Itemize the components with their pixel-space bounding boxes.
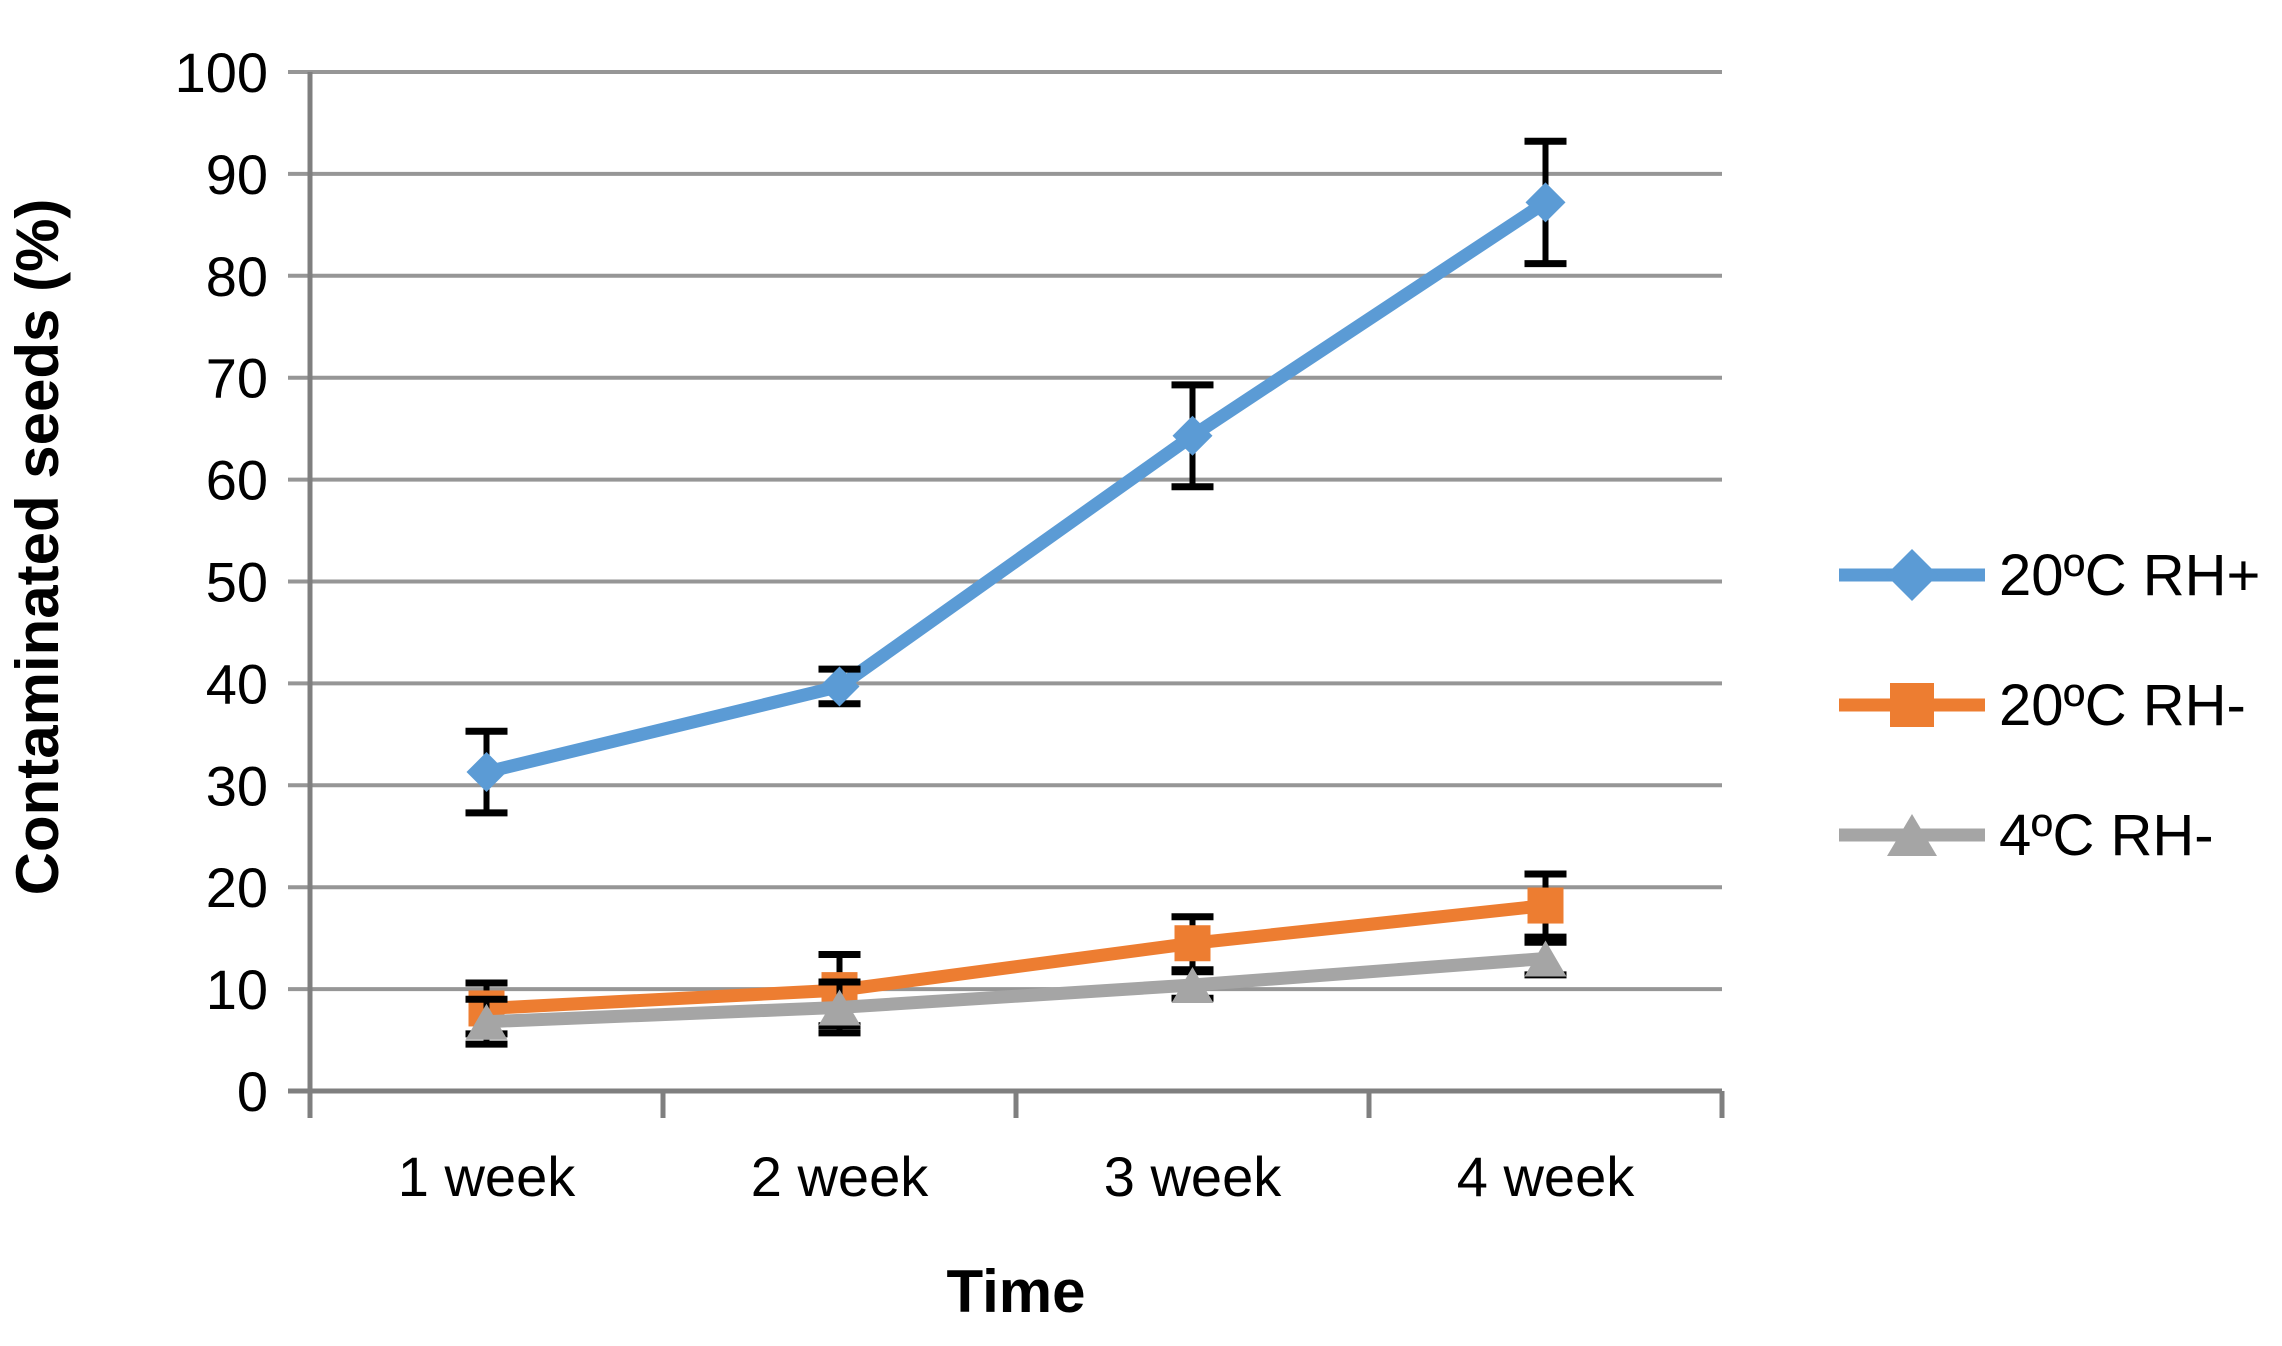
y-tick-label: 10 xyxy=(206,958,268,1021)
triangle-marker xyxy=(1524,940,1567,977)
diamond-marker xyxy=(466,752,507,793)
y-tick-label: 90 xyxy=(206,143,268,206)
triangle-marker xyxy=(818,989,861,1026)
legend-label: 4ºC RH- xyxy=(1999,802,2214,868)
series-line xyxy=(484,197,1550,779)
legend-label: 20ºC RH+ xyxy=(1999,542,2261,608)
y-tick-label: 50 xyxy=(206,551,268,614)
diamond-marker xyxy=(1886,549,1938,601)
y-tick-label: 60 xyxy=(206,449,268,512)
triangle-marker xyxy=(1171,967,1214,1004)
gridlines xyxy=(288,70,1722,992)
x-tick-label: 2 week xyxy=(751,1145,929,1208)
legend-swatch xyxy=(1839,549,1985,601)
series-line xyxy=(486,952,1546,1029)
legend: 20ºC RH+ 20ºC RH- 4ºC RH- xyxy=(1837,510,2260,900)
x-axis-title: Time xyxy=(947,1258,1086,1325)
triangle-marker xyxy=(465,1003,508,1040)
tick-labels: 0 10 20 30 40 50 60 70 80 90 100 1 week 2 week 3 week… xyxy=(175,41,1636,1208)
legend-item: 4ºC RH- xyxy=(1837,770,2260,900)
x-tick-label: 1 week xyxy=(398,1145,576,1208)
series-line xyxy=(486,899,1547,1015)
legend-swatch xyxy=(1839,814,1985,856)
x-tick-label: 3 week xyxy=(1104,1145,1282,1208)
legend-label: 20ºC RH- xyxy=(1999,672,2246,738)
diamond-marker xyxy=(1525,182,1566,223)
square-marker xyxy=(1890,683,1934,727)
legend-swatch xyxy=(1839,683,1985,727)
axes xyxy=(288,72,1725,1118)
series-triangle xyxy=(465,938,1567,1048)
y-tick-label: 40 xyxy=(206,652,268,715)
square-marker xyxy=(1174,925,1211,962)
legend-item: 20ºC RH+ xyxy=(1837,510,2260,640)
y-tick-label: 20 xyxy=(206,856,268,919)
y-tick-label: 100 xyxy=(175,41,268,104)
y-axis-title: Contaminated seeds (%) xyxy=(4,199,71,896)
y-tick-label: 70 xyxy=(206,347,268,410)
series-layer xyxy=(465,137,1567,1048)
y-tick-label: 0 xyxy=(237,1060,268,1123)
diamond-marker xyxy=(1172,415,1213,456)
y-tick-label: 80 xyxy=(206,245,268,308)
legend-item: 20ºC RH- xyxy=(1837,640,2260,770)
series-square xyxy=(465,870,1567,1038)
x-tick-label: 4 week xyxy=(1457,1145,1635,1208)
diamond-marker xyxy=(819,666,860,707)
square-marker xyxy=(1527,887,1564,924)
triangle-marker xyxy=(1887,814,1937,856)
series-diamond xyxy=(465,137,1567,817)
y-tick-label: 30 xyxy=(206,754,268,817)
